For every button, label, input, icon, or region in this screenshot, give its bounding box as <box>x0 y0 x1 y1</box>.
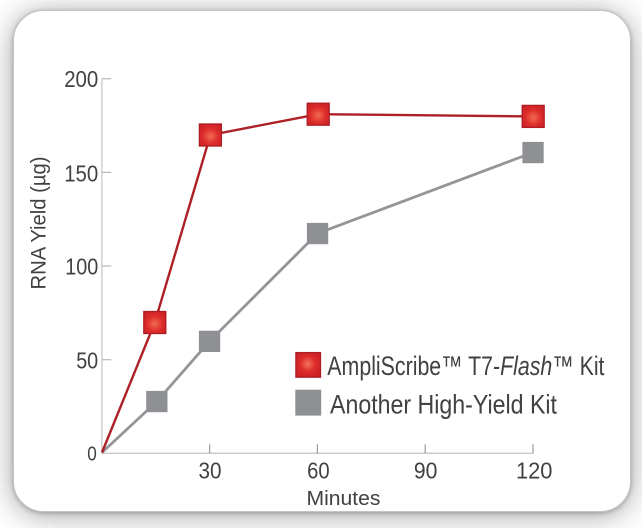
svg-text:30: 30 <box>199 458 222 484</box>
svg-text:60: 60 <box>307 458 330 484</box>
svg-text:120: 120 <box>516 458 553 484</box>
svg-text:50: 50 <box>76 347 98 373</box>
svg-text:RNA Yield (µg): RNA Yield (µg) <box>28 157 51 290</box>
svg-text:100: 100 <box>65 254 98 280</box>
svg-text:150: 150 <box>64 160 98 186</box>
svg-text:200: 200 <box>64 66 98 92</box>
svg-text:Minutes: Minutes <box>307 488 381 510</box>
svg-text:AmpliScribe™ T7-Flash™ Kit: AmpliScribe™ T7-Flash™ Kit <box>327 351 605 381</box>
svg-text:Another High-Yield Kit: Another High-Yield Kit <box>330 390 557 420</box>
svg-text:0: 0 <box>87 444 97 466</box>
svg-text:90: 90 <box>414 458 438 484</box>
